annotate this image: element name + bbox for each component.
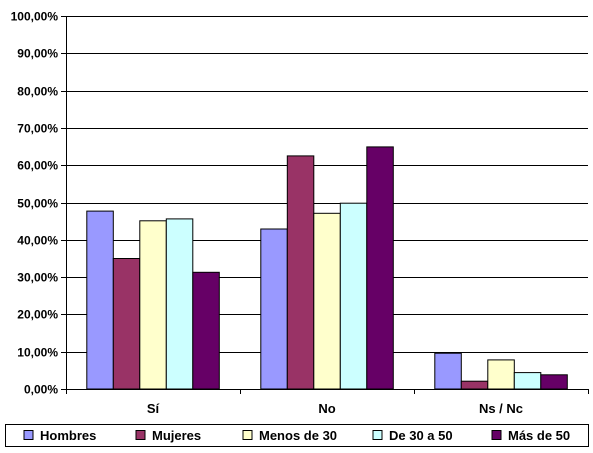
bar-menos-de-30 [487,359,515,390]
bar-de-30-a-50 [513,372,542,390]
y-tick-label: 40,00% [17,234,58,248]
y-tick-label: 100,00% [11,10,59,24]
y-tick-label: 60,00% [17,159,58,173]
legend-label: Más de 50 [508,428,570,443]
bar-mujeres [286,155,315,390]
bar-menos-de-30 [313,212,341,390]
y-tick-label: 50,00% [17,197,58,211]
y-tick-label: 70,00% [17,122,58,136]
legend-swatch [135,430,146,440]
bar-mas-de-50 [192,271,220,390]
bar-mujeres [460,380,489,390]
bar-menos-de-30 [139,220,167,390]
legend-swatch [242,430,253,440]
legend-label: Hombres [40,428,96,443]
legend-swatch [491,430,502,440]
legend-label: Mujeres [152,428,201,443]
legend: Hombres Mujeres Menos de 30 De 30 a 50 Más d… [5,424,589,447]
legend-label: De 30 a 50 [389,428,453,443]
bars [86,146,568,390]
axes [66,16,589,394]
y-axis-ticks: 0,00% 10,00% 20,00% 30,00% 40,00% 50,00% 60,00… [11,10,66,397]
legend-swatch [372,430,383,440]
legend-swatch [23,430,34,440]
x-axis-labels: Sí No Ns / Nc [147,401,523,416]
y-tick-label: 80,00% [17,85,58,99]
y-tick-label: 0,00% [24,383,58,397]
legend-label: Menos de 30 [259,428,337,443]
bar-mas-de-50 [366,146,394,390]
x-tick-label: No [318,401,335,416]
y-tick-label: 20,00% [17,308,58,322]
bar-de-30-a-50 [339,202,368,390]
x-tick-label: Ns / Nc [479,401,523,416]
x-tick-label: Sí [147,401,160,416]
bar-de-30-a-50 [165,218,194,390]
y-tick-label: 30,00% [17,271,58,285]
bar-hombres [86,210,114,390]
bar-hombres [260,228,288,390]
legend-box [5,424,589,447]
y-tick-label: 90,00% [17,47,58,61]
bar-mujeres [112,258,141,390]
bar-mas-de-50 [540,374,568,390]
y-tick-label: 10,00% [17,346,58,360]
bar-hombres [434,352,462,390]
